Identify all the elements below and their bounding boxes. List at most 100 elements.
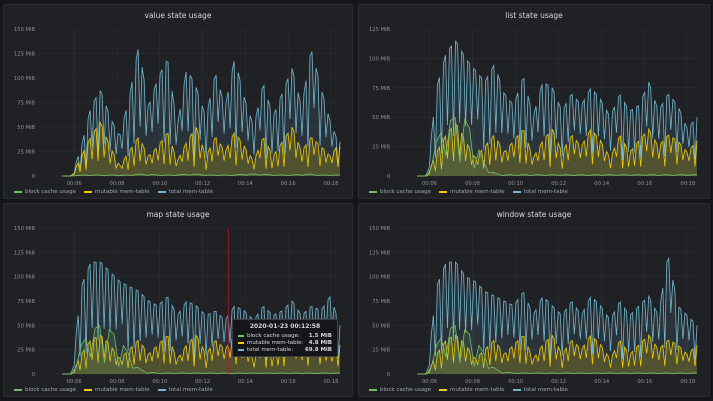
x-tick-label: 00:12	[195, 379, 210, 385]
y-tick-label: 125 MiB	[14, 52, 35, 58]
series-line	[417, 256, 698, 375]
y-tick-label: 100 MiB	[369, 275, 390, 281]
y-tick-label: 125 MiB	[369, 250, 390, 256]
legend-item[interactable]: block cache usage	[14, 189, 76, 195]
x-tick-label: 00:14	[594, 379, 610, 385]
y-tick-label: 50 MiB	[17, 125, 35, 131]
legend-label: total mem-table	[523, 387, 568, 393]
y-tick-label: 150 MiB	[14, 27, 35, 33]
y-tick-label: 75 MiB	[17, 299, 35, 305]
y-tick-label: 0	[32, 174, 35, 180]
series-area	[417, 41, 697, 177]
series-line	[62, 325, 340, 375]
tooltip-label: total mem-table:	[247, 347, 294, 353]
tooltip-label: mutable mem-table:	[247, 340, 304, 346]
x-tick-label: 00:14	[594, 181, 610, 187]
chart-list-state-usage: 0 25 MiB 50 MiB 75 MiB 100 MiB 125 MiB 00:06 00…	[369, 27, 698, 187]
y-tick-label: 75 MiB	[17, 101, 35, 107]
panel-title[interactable]: value state usage	[144, 11, 212, 20]
chart-map-state-usage: 0 25 MiB 50 MiB 75 MiB 100 MiB 125 MiB 150 MiB…	[14, 226, 341, 385]
tooltip-row: mutable mem-table: 4.8 MiB	[238, 340, 332, 346]
legend: block cache usage mutable mem-table total …	[369, 189, 568, 195]
legend-item[interactable]: block cache usage	[369, 387, 431, 393]
tooltip-swatch	[238, 342, 244, 344]
chart-value-state-usage: 0 25 MiB 50 MiB 75 MiB 100 MiB 125 MiB 150 MiB…	[14, 27, 341, 187]
y-tick-label: 0	[387, 372, 390, 378]
series-area	[417, 123, 697, 176]
y-tick-label: 50 MiB	[372, 115, 390, 121]
y-tick-label: 25 MiB	[17, 150, 35, 156]
legend-item[interactable]: mutable mem-table	[438, 387, 505, 393]
panel-list-state-usage[interactable]: list state usage 0 25 MiB 50 MiB 75 MiB 100 …	[358, 4, 710, 199]
legend-swatch	[157, 389, 166, 391]
x-tick-label: 00:08	[465, 379, 480, 385]
series-area	[62, 49, 340, 176]
legend-item[interactable]: total mem-table	[512, 189, 568, 195]
legend-label: total mem-table	[168, 189, 213, 195]
y-tick-label: 50 MiB	[17, 323, 35, 329]
legend-item[interactable]: mutable mem-table	[83, 387, 150, 393]
y-tick-label: 75 MiB	[372, 86, 390, 92]
panel-window-state-usage[interactable]: window state usage 0 25 MiB 50 MiB 75 MiB 10…	[358, 203, 710, 397]
y-tick-label: 25 MiB	[372, 348, 390, 354]
legend-item[interactable]: block cache usage	[369, 189, 431, 195]
x-tick-label: 00:14	[238, 379, 254, 385]
series-line	[62, 121, 341, 177]
legend-label: mutable mem-table	[449, 387, 505, 393]
y-tick-label: 0	[387, 174, 390, 180]
x-tick-label: 00:12	[551, 181, 566, 187]
x-tick-label: 00:06	[422, 181, 437, 187]
x-tick-label: 00:12	[195, 181, 210, 187]
legend-label: block cache usage	[380, 189, 431, 195]
legend-item[interactable]: mutable mem-table	[438, 189, 505, 195]
y-tick-label: 100 MiB	[14, 76, 35, 82]
legend-swatch	[157, 191, 166, 193]
y-tick-label: 100 MiB	[14, 275, 35, 281]
tooltip-row: block cache usage: 1.5 MiB	[238, 333, 332, 339]
x-tick-label: 00:08	[465, 181, 480, 187]
y-tick-label: 75 MiB	[372, 299, 390, 305]
y-tick-label: 100 MiB	[369, 56, 390, 62]
legend-item[interactable]: mutable mem-table	[83, 189, 150, 195]
legend-label: mutable mem-table	[449, 189, 505, 195]
x-tick-label: 00:08	[110, 379, 125, 385]
legend: block cache usage mutable mem-table total …	[14, 387, 213, 393]
series-area	[417, 258, 697, 374]
x-tick-label: 00:12	[551, 379, 566, 385]
legend-label: mutable mem-table	[94, 189, 150, 195]
y-tick-label: 125 MiB	[14, 250, 35, 256]
legend-swatch	[512, 191, 521, 193]
x-tick-label: 00:06	[67, 181, 82, 187]
legend-label: block cache usage	[25, 189, 76, 195]
legend-swatch	[83, 191, 92, 193]
panel-value-state-usage[interactable]: value state usage 0 25 MiB 50 MiB 75 MiB 100…	[3, 4, 353, 199]
x-tick-label: 00:16	[281, 379, 296, 385]
legend-item[interactable]: block cache usage	[14, 387, 76, 393]
legend-swatch	[438, 191, 447, 193]
legend-item[interactable]: total mem-table	[157, 387, 213, 393]
legend: block cache usage mutable mem-table total …	[369, 387, 568, 393]
series-line	[417, 333, 698, 375]
x-tick-label: 00:10	[508, 379, 523, 385]
x-tick-label: 00:14	[238, 181, 254, 187]
x-tick-label: 00:06	[67, 379, 82, 385]
series-line	[62, 49, 341, 177]
legend-label: total mem-table	[168, 387, 213, 393]
x-tick-label: 00:18	[323, 379, 338, 385]
legend-swatch	[369, 389, 377, 391]
x-tick-label: 00:10	[152, 379, 167, 385]
panel-title[interactable]: window state usage	[496, 210, 572, 219]
legend-swatch	[83, 389, 92, 391]
panel-map-state-usage[interactable]: map state usage 0 25 MiB 50 MiB 75 MiB 100 M…	[3, 203, 353, 397]
y-tick-label: 0	[32, 372, 35, 378]
panel-title[interactable]: list state usage	[505, 11, 563, 20]
x-tick-label: 00:18	[680, 379, 695, 385]
series-line	[62, 261, 341, 375]
x-tick-label: 00:16	[637, 379, 652, 385]
tooltip-label: block cache usage:	[247, 333, 300, 339]
legend-item[interactable]: total mem-table	[157, 189, 213, 195]
panel-title[interactable]: map state usage	[146, 210, 210, 219]
legend-swatch	[512, 389, 521, 391]
legend-item[interactable]: total mem-table	[512, 387, 568, 393]
